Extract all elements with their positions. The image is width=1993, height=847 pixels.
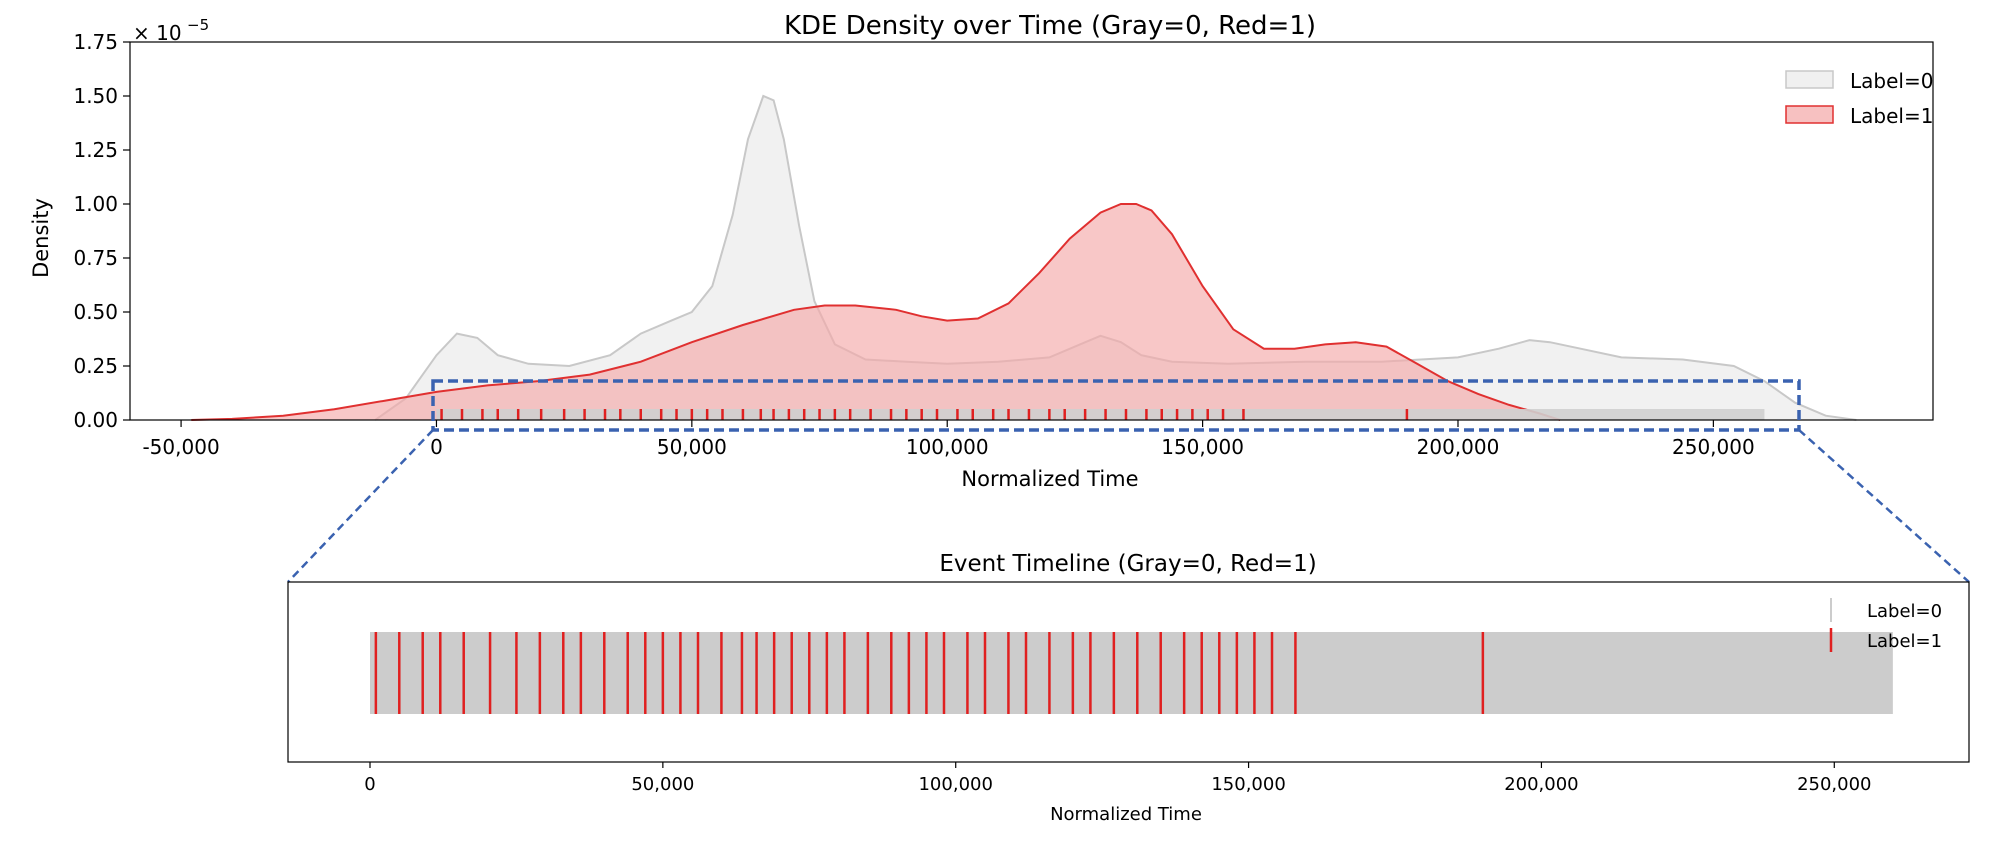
kde-ytick-label: 1.00: [73, 192, 118, 216]
kde-legend: Label=0 Label=1: [1785, 69, 1933, 128]
timeline-x-axis-label: Normalized Time: [1050, 804, 1202, 825]
timeline-xtick-label: 250,000: [1797, 774, 1871, 795]
kde-series-label1: [191, 203, 1561, 421]
kde-ytick-label: 0.50: [73, 300, 118, 324]
kde-title: KDE Density over Time (Gray=0, Red=1): [784, 11, 1316, 41]
timeline-x-axis: 0 50,000 100,000 150,000 200,000 250,000: [364, 762, 1872, 795]
kde-axes-frame: [129, 41, 1934, 421]
kde-ytick-label: 1.75: [73, 30, 118, 54]
kde-chart: KDE Density over Time (Gray=0, Red=1) × …: [29, 11, 1934, 491]
timeline-plot-area: [370, 632, 1893, 714]
zoom-connector-right: [1798, 429, 1970, 583]
kde-line-label1: [191, 203, 1561, 421]
legend-swatch-label1: [1785, 105, 1834, 124]
legend-text-label1: Label=1: [1850, 104, 1933, 128]
kde-x-axis: -50,000 0 50,000 100,000 150,000 200,000 250,0…: [142, 420, 1755, 459]
timeline-xtick-label: 200,000: [1504, 774, 1578, 795]
kde-xtick-label: 250,000: [1672, 435, 1755, 459]
kde-rug-label0: [436, 409, 1765, 420]
kde-xtick-label: 100,000: [906, 435, 989, 459]
kde-y-axis-label: Density: [29, 198, 53, 278]
timeline-xtick-label: 100,000: [918, 774, 992, 795]
kde-ytick-label: 0.75: [73, 246, 118, 270]
kde-area-label1: [191, 204, 1561, 420]
zoom-box: [431, 379, 1801, 432]
timeline-title: Event Timeline (Gray=0, Red=1): [939, 551, 1316, 577]
legend-text-label0: Label=0: [1850, 69, 1933, 93]
kde-ytick-label: 1.50: [73, 84, 118, 108]
kde-xtick-label: -50,000: [142, 435, 219, 459]
legend-swatch-label0: [1785, 70, 1834, 89]
kde-x-axis-label: Normalized Time: [961, 467, 1138, 491]
kde-y-offset: × 10 −5: [133, 16, 209, 45]
timeline-chart: Event Timeline (Gray=0, Red=1) 0 50,000 10…: [287, 551, 1970, 825]
kde-xtick-label: 200,000: [1417, 435, 1500, 459]
kde-xtick-label: 0: [430, 435, 443, 459]
zoom-indicator: [287, 379, 1970, 583]
timeline-xtick-label: 0: [364, 774, 375, 795]
kde-y-offset-base: × 10: [133, 21, 182, 45]
timeline-xtick-label: 50,000: [631, 774, 694, 795]
kde-xtick-label: 50,000: [657, 435, 727, 459]
kde-xtick-label: 150,000: [1161, 435, 1244, 459]
timeline-legend: Label=0 Label=1: [1829, 598, 1942, 652]
zoom-connector-left: [287, 429, 434, 583]
kde-y-offset-exponent: −5: [187, 16, 209, 34]
timeline-xtick-label: 150,000: [1211, 774, 1285, 795]
timeline-label0-band: [370, 632, 1893, 714]
kde-ytick-label: 0.25: [73, 354, 118, 378]
legend-text-label0: Label=0: [1867, 601, 1942, 622]
timeline-axes-frame: [287, 581, 1970, 763]
kde-ytick-label: 1.25: [73, 138, 118, 162]
kde-ytick-label: 0.00: [73, 408, 118, 432]
kde-rug: [436, 409, 1765, 420]
kde-y-axis: 0.00 0.25 0.50 0.75 1.00 1.25 1.50 1.75: [73, 30, 130, 432]
kde-plot-area: [191, 94, 1857, 421]
legend-text-label1: Label=1: [1867, 631, 1942, 652]
